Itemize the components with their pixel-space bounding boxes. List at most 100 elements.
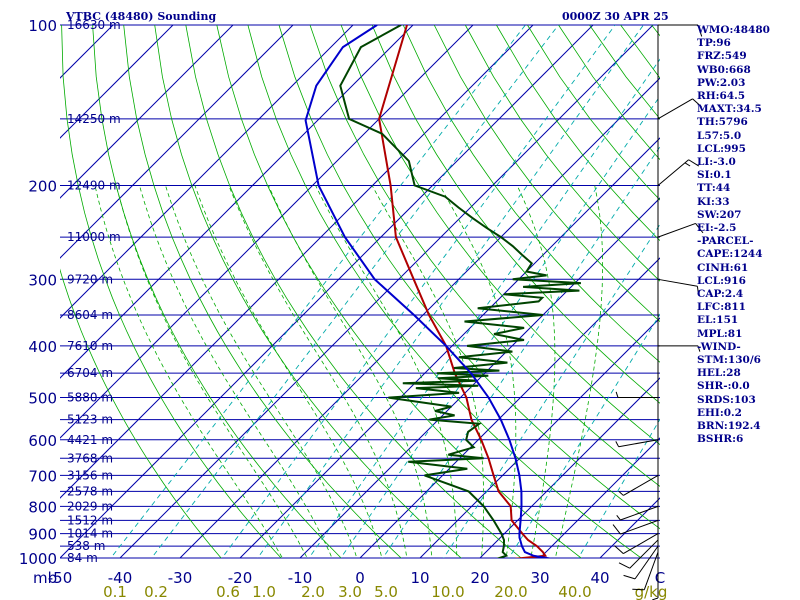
dry-adiabat-line — [61, 25, 282, 558]
mixing-ratio-label: g/kg — [635, 583, 668, 600]
pressure-label: 500 — [28, 390, 57, 408]
wind-barb-flag — [616, 514, 621, 521]
mixing-ratio-line — [221, 25, 616, 558]
wind-barb — [657, 278, 699, 293]
wind-barb-flag — [618, 562, 630, 569]
moist-adiabat-line — [439, 185, 517, 558]
index-item: TT:44 — [697, 182, 731, 195]
isotherm-line — [419, 317, 660, 558]
height-label: 16630 m — [67, 18, 121, 32]
index-item: RH:64.5 — [697, 90, 746, 103]
height-label: 4421 m — [67, 433, 113, 447]
wind-barb-shaft — [623, 475, 659, 496]
mixing-ratio-line — [151, 25, 559, 558]
mixing-ratio-line — [382, 145, 660, 558]
mixing-ratio-line — [308, 58, 660, 558]
isotherm-line — [479, 377, 660, 558]
index-item: WMO:48480 — [697, 24, 770, 36]
moist-adiabat-line — [516, 185, 556, 558]
isotherm-line — [60, 25, 354, 319]
wind-barb — [618, 539, 659, 569]
moist-adiabat-line — [228, 185, 408, 558]
mixing-ratio-line — [110, 25, 526, 558]
temperature-tick-label: -10 — [288, 569, 313, 587]
wind-barb-flag — [612, 524, 621, 535]
sounding-profiles — [304, 25, 581, 558]
wind-barb-shaft — [657, 278, 698, 287]
moist-adiabat-line — [94, 185, 283, 558]
wind-barb — [618, 475, 659, 496]
mixing-ratio-label: 2.0 — [301, 583, 325, 600]
temperature-tick-label: -30 — [168, 569, 193, 587]
height-label: 538 m — [67, 539, 105, 553]
index-item: LFC:811 — [697, 301, 746, 314]
dry-adiabat-line — [776, 25, 800, 569]
dry-adiabat-line — [278, 25, 660, 530]
index-item: -PARCEL- — [697, 235, 754, 248]
wind-barb-shaft — [643, 551, 659, 590]
index-item: TH:5796 — [697, 116, 748, 129]
wind-barb — [632, 551, 659, 591]
index-item: -WIND- — [697, 340, 741, 353]
index-item: MPL:81 — [697, 327, 743, 340]
dry-adiabat-line — [464, 25, 660, 282]
moist-adiabat-line — [371, 185, 485, 558]
isotherm-line — [60, 25, 474, 439]
wind-barb-shaft — [657, 159, 689, 186]
index-item: MAXT:34.5 — [697, 103, 762, 116]
wind-barb-shaft — [657, 222, 696, 238]
wind-barb — [615, 439, 659, 448]
dry-adiabat-lines — [60, 25, 800, 569]
wind-barb — [657, 98, 702, 120]
moist-adiabat-line — [554, 185, 603, 558]
wind-barb — [657, 159, 700, 186]
pressure-label: 200 — [28, 177, 57, 195]
sounding-time: 0000Z 30 APR 25 — [562, 10, 669, 23]
pressure-label: 700 — [28, 467, 57, 485]
temperature-tick-label: 10 — [410, 569, 429, 587]
pressure-label: 600 — [28, 432, 57, 450]
mixing-ratio-label: 0.2 — [144, 583, 168, 600]
pressure-label: 300 — [28, 271, 57, 289]
index-item: LCL:916 — [697, 274, 746, 287]
wind-barb — [657, 222, 704, 238]
wind-barb-flag — [615, 441, 620, 447]
wind-barb — [658, 345, 701, 352]
moist-adiabat-line — [315, 185, 458, 558]
temperature-tick-label: C — [655, 569, 665, 587]
index-item: FRZ:549 — [697, 50, 747, 63]
wind-barb-flag — [618, 491, 624, 496]
wind-barb — [612, 519, 659, 535]
wind-barb-flag — [614, 545, 624, 554]
height-label: 1512 m — [67, 513, 113, 527]
wind-barb-shaft — [620, 505, 659, 521]
wind-barb-shaft — [618, 439, 659, 448]
isotherm-line — [60, 25, 174, 139]
height-label: 2578 m — [67, 484, 113, 498]
dry-adiabat-line — [185, 25, 522, 558]
dry-adiabat-line — [216, 25, 582, 558]
wind-barb-flag — [684, 162, 691, 167]
height-label: 3156 m — [67, 468, 113, 482]
mixing-ratio-label: 0.6 — [216, 583, 240, 600]
wind-barb-flag — [692, 98, 702, 108]
wind-barb — [614, 533, 659, 555]
index-item: L57:5.0 — [697, 129, 742, 142]
index-item: LCL:995 — [697, 142, 746, 155]
index-item: SI:0.1 — [697, 169, 732, 182]
index-item: LI:-3.0 — [697, 156, 736, 169]
wind-staff — [612, 24, 704, 600]
height-label: 5123 m — [67, 413, 113, 427]
dry-adiabat-line — [309, 25, 660, 487]
wind-barb-shaft — [629, 539, 659, 569]
isotherm-lines — [60, 25, 660, 558]
wind-barb-flag — [688, 159, 700, 167]
index-item: EI:-2.5 — [697, 222, 737, 235]
temperature-tick-label: -20 — [228, 569, 253, 587]
isotherm-line — [60, 25, 594, 558]
stability-indices-list: WMO:48480 TP:96 FRZ:549 WB0:668 PW:2.03 RH:64… — [697, 24, 770, 447]
temperature-tick-label: -50 — [48, 569, 73, 587]
height-label: 11000 m — [67, 230, 121, 244]
index-item: SHR-:0.0 — [697, 380, 750, 393]
